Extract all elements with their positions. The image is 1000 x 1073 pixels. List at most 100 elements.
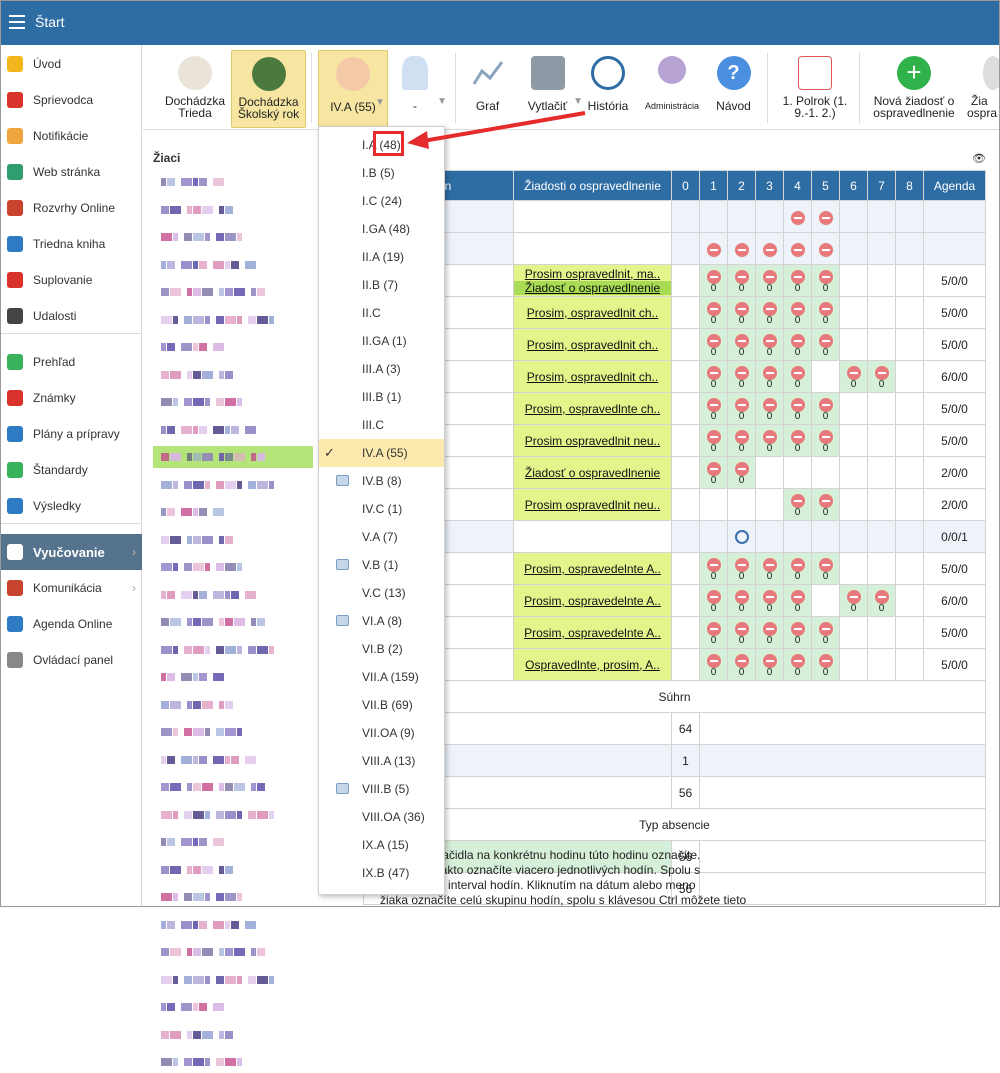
sidebar-item-rozvrhy-online[interactable]: Rozvrhy Online xyxy=(1,190,142,226)
sidebar-item-komunik-cia[interactable]: Komunikácia › xyxy=(1,570,142,606)
column-header[interactable]: Žiadosti o ospravedlnenie xyxy=(513,170,672,201)
hour-cell[interactable]: 0 xyxy=(755,296,784,329)
hour-cell[interactable]: 0 xyxy=(699,616,728,649)
table-row[interactable]: 023, PiatokProsim ospravedlnit neu..002/… xyxy=(363,488,986,521)
hour-cell[interactable] xyxy=(895,552,924,585)
student-row[interactable] xyxy=(153,721,313,743)
hour-cell[interactable] xyxy=(755,488,784,521)
hour-cell[interactable]: 0 xyxy=(783,264,812,297)
hour-cell[interactable] xyxy=(895,360,924,393)
hour-cell[interactable] xyxy=(895,200,924,233)
class-menu-item[interactable]: VIII.OA (36) xyxy=(319,803,444,831)
navod-button[interactable]: ? Návod xyxy=(711,50,756,128)
student-row[interactable] xyxy=(153,694,313,716)
class-menu-item[interactable]: II.GA (1) xyxy=(319,327,444,355)
column-header[interactable]: 5 xyxy=(811,170,840,201)
hour-cell[interactable]: 0 xyxy=(699,424,728,457)
student-row[interactable] xyxy=(153,199,313,221)
hour-cell[interactable] xyxy=(895,328,924,361)
class-select-button[interactable]: IV.A (55) ▼ xyxy=(318,50,388,128)
student-row[interactable] xyxy=(153,309,313,331)
table-row[interactable]: 23, Pondelok0/0/1 xyxy=(363,520,986,553)
hour-cell[interactable] xyxy=(839,232,868,265)
request-link[interactable]: Prosim ospravedlnit neu.. xyxy=(524,497,661,512)
rocket-select-button[interactable]: - ▼ xyxy=(395,50,447,128)
hour-cell[interactable] xyxy=(671,264,700,297)
student-row[interactable] xyxy=(153,446,313,468)
hour-cell[interactable]: 0 xyxy=(783,296,812,329)
table-row[interactable]: 023, StredaProsim, ospravedlnit ch..0000… xyxy=(363,328,986,361)
hour-cell[interactable] xyxy=(895,520,924,553)
hour-cell[interactable] xyxy=(811,200,840,233)
student-row[interactable] xyxy=(153,969,313,991)
column-header[interactable]: 3 xyxy=(755,170,784,201)
hour-cell[interactable]: 0 xyxy=(755,648,784,681)
student-row[interactable] xyxy=(153,501,313,523)
class-menu-item[interactable]: I.B (5) xyxy=(319,159,444,187)
hour-cell[interactable]: 0 xyxy=(755,616,784,649)
column-header[interactable]: 2 xyxy=(727,170,756,201)
eye-icon[interactable]: 👁 xyxy=(972,153,986,165)
hour-cell[interactable] xyxy=(811,456,840,489)
hour-cell[interactable] xyxy=(727,520,756,553)
student-row[interactable] xyxy=(153,666,313,688)
hour-cell[interactable]: 0 xyxy=(699,552,728,585)
hour-cell[interactable] xyxy=(895,584,924,617)
table-row[interactable]: 4, Pondelok xyxy=(363,200,986,233)
hour-cell[interactable]: 0 xyxy=(783,616,812,649)
hour-cell[interactable]: 0 xyxy=(727,296,756,329)
sidebar-item-pl-ny-a-pr-pravy[interactable]: Plány a prípravy xyxy=(1,416,142,452)
sidebar-item-triedna-kniha[interactable]: Triedna kniha xyxy=(1,226,142,262)
sidebar-item-v-sledky[interactable]: Výsledky xyxy=(1,488,142,524)
student-row[interactable] xyxy=(153,611,313,633)
class-menu-item[interactable]: VIII.A (13) xyxy=(319,747,444,775)
class-menu-item[interactable]: VI.A (8) xyxy=(319,607,444,635)
hour-cell[interactable]: 0 xyxy=(755,264,784,297)
request-link[interactable]: Žiadosť o ospravedlnenie xyxy=(524,465,661,480)
sidebar-item-udalosti[interactable]: Udalosti xyxy=(1,298,142,334)
request-link[interactable]: Ospravedlnte, prosim, A.. xyxy=(525,657,660,672)
hour-cell[interactable] xyxy=(671,232,700,265)
hour-cell[interactable] xyxy=(755,232,784,265)
student-row[interactable] xyxy=(153,529,313,551)
hour-cell[interactable] xyxy=(867,296,896,329)
request-link[interactable]: Prosim, ospravedlnit ch.. xyxy=(526,305,659,320)
table-row[interactable]: 023, StredaProsim, ospravedelnte A..0000… xyxy=(363,552,986,585)
hour-cell[interactable] xyxy=(671,392,700,425)
hour-cell[interactable]: 0 xyxy=(727,552,756,585)
hour-cell[interactable] xyxy=(895,488,924,521)
hour-cell[interactable] xyxy=(671,456,700,489)
hour-cell[interactable] xyxy=(895,616,924,649)
sidebar-item-preh-ad[interactable]: Prehľad xyxy=(1,344,142,380)
student-row[interactable] xyxy=(153,171,313,193)
historia-button[interactable]: História xyxy=(583,50,633,128)
hour-cell[interactable] xyxy=(671,520,700,553)
class-menu-item[interactable]: III.C xyxy=(319,411,444,439)
class-menu-item[interactable]: I.A (48) xyxy=(319,131,444,159)
request-link[interactable]: Prosim, ospravedlnit ch.. xyxy=(526,369,659,384)
dochadzka-trieda-button[interactable]: Dochádzka Trieda xyxy=(161,50,229,128)
hour-cell[interactable] xyxy=(839,552,868,585)
hour-cell[interactable] xyxy=(895,392,924,425)
hour-cell[interactable] xyxy=(839,616,868,649)
hour-cell[interactable]: 0 xyxy=(867,360,896,393)
request-link[interactable]: Prosim, ospravedelnte A.. xyxy=(524,593,661,608)
column-header[interactable]: 7 xyxy=(867,170,896,201)
sidebar-item-ovl-dac-panel[interactable]: Ovládací panel xyxy=(1,642,142,678)
hour-cell[interactable] xyxy=(867,488,896,521)
hour-cell[interactable]: 0 xyxy=(811,648,840,681)
hour-cell[interactable] xyxy=(671,296,700,329)
hour-cell[interactable]: 0 xyxy=(727,584,756,617)
hour-cell[interactable]: 0 xyxy=(783,552,812,585)
hour-cell[interactable] xyxy=(727,232,756,265)
class-menu-item[interactable]: VII.A (159) xyxy=(319,663,444,691)
hour-cell[interactable] xyxy=(895,648,924,681)
hour-cell[interactable] xyxy=(867,424,896,457)
hour-cell[interactable]: 0 xyxy=(727,648,756,681)
student-row[interactable] xyxy=(153,226,313,248)
hour-cell[interactable] xyxy=(671,488,700,521)
student-row[interactable] xyxy=(153,804,313,826)
class-menu-item[interactable]: III.B (1) xyxy=(319,383,444,411)
table-row[interactable]: 24, Piatok xyxy=(363,232,986,265)
request-link[interactable]: Prosim, ospravedelnte A.. xyxy=(524,625,661,640)
